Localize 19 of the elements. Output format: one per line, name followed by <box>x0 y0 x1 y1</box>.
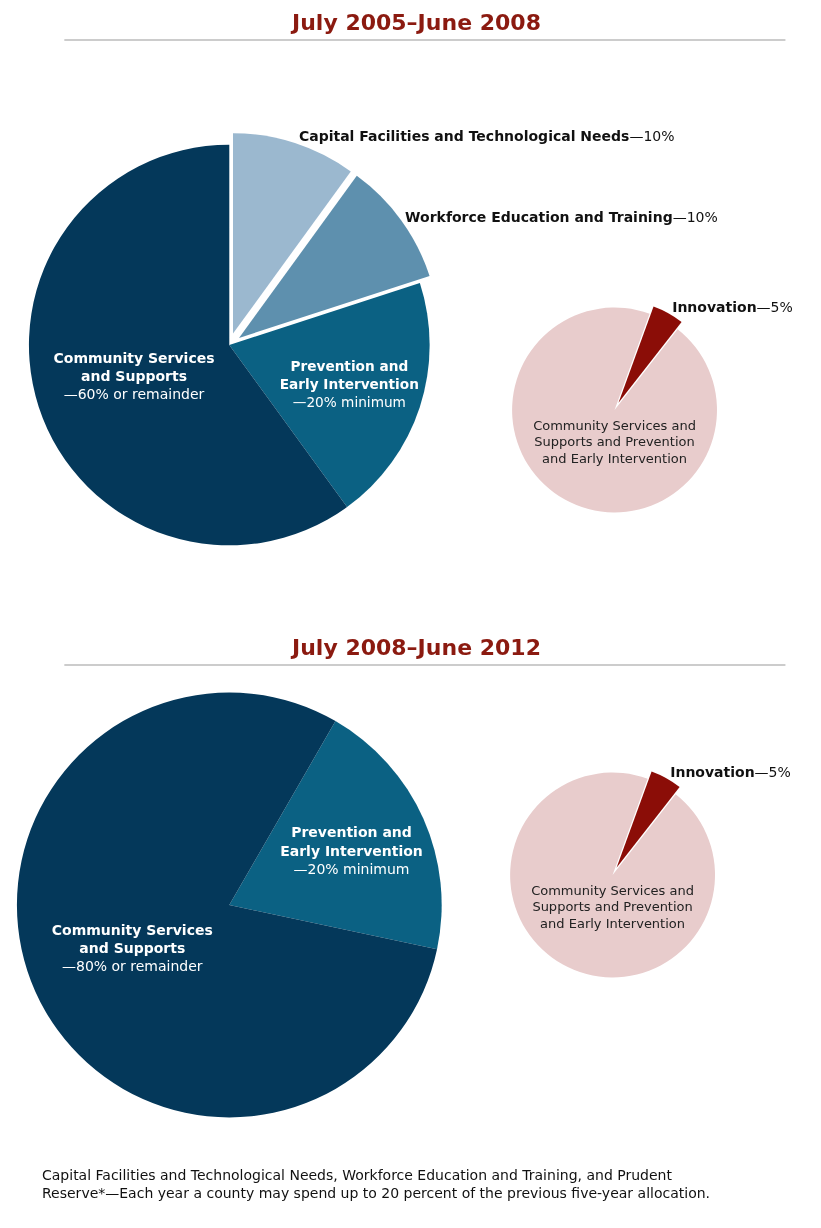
slice-label: Innovation <box>670 764 755 781</box>
chart-title: July 2008–June 2012 <box>290 635 541 660</box>
pie-slice <box>17 692 438 1118</box>
slice-label: Workforce Education and Training <box>405 209 673 226</box>
slice-label: Prevention and Early Intervention <box>279 358 419 392</box>
slice-label: Community Services and Supports <box>51 921 213 957</box>
data-label: —20% minimum <box>292 393 406 410</box>
data-label: —20% minimum <box>293 860 410 877</box>
chart-title: July 2005–June 2008 <box>290 10 541 35</box>
slice-label: Capital Facilities and Technological Needs <box>298 127 630 144</box>
slice-label: Community Services and Supports <box>53 349 215 384</box>
data-label: —80% or remainder <box>61 958 203 975</box>
pie-slice <box>229 721 442 950</box>
slice-label: Prevention and Early Intervention <box>280 824 423 859</box>
text: Capital Facilities and Technological Needs, Workforce Education and Training, and Prudent Reserve*—Each year a county may spend up to 20 percent of the previous five-year allocation. <box>42 1167 711 1202</box>
slice-label: Innovation <box>672 299 757 316</box>
slice-label: Community Services and Supports and Prevention and Early Intervention <box>533 417 696 467</box>
slice-label: Community Services and Supports and Prevention and Early Intervention <box>531 882 694 932</box>
data-label: —60% or remainder <box>63 386 205 403</box>
